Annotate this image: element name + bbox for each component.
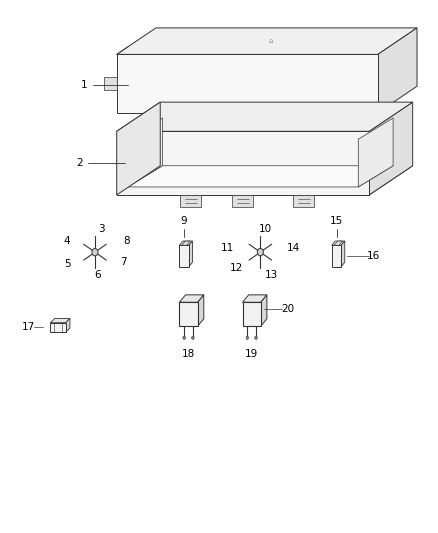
Text: 18: 18 [182,349,195,359]
Circle shape [246,336,249,340]
Polygon shape [378,28,417,113]
Polygon shape [117,166,413,195]
Circle shape [191,336,194,340]
Polygon shape [180,195,201,207]
Polygon shape [180,295,204,302]
Polygon shape [334,241,343,245]
Text: 19: 19 [245,349,258,359]
Polygon shape [332,245,341,266]
Text: 3: 3 [98,224,105,235]
Text: 7: 7 [120,257,127,266]
Polygon shape [180,302,198,326]
Text: 17: 17 [22,322,35,333]
Polygon shape [50,318,70,322]
Text: 6: 6 [94,270,100,280]
Polygon shape [207,103,226,115]
Polygon shape [117,28,417,54]
Polygon shape [50,322,66,332]
Polygon shape [243,295,267,302]
Polygon shape [261,295,267,326]
Text: 15: 15 [330,216,343,227]
Polygon shape [358,118,393,187]
Polygon shape [268,103,287,115]
Polygon shape [127,118,162,187]
Circle shape [257,248,263,256]
Polygon shape [332,241,345,245]
Text: 14: 14 [286,243,300,253]
Text: 20: 20 [281,304,294,314]
Text: 16: 16 [367,251,380,261]
Polygon shape [117,131,369,195]
Text: 13: 13 [265,270,278,280]
Text: 11: 11 [221,243,234,253]
Polygon shape [369,102,413,195]
Polygon shape [182,241,190,245]
Polygon shape [198,295,204,326]
Text: 9: 9 [181,216,187,227]
Polygon shape [293,195,314,207]
Text: 5: 5 [64,259,71,269]
Text: 1: 1 [81,80,88,90]
Circle shape [254,336,257,340]
Text: 2: 2 [76,158,83,168]
Polygon shape [233,195,253,207]
Polygon shape [117,102,413,131]
Polygon shape [180,245,189,266]
Polygon shape [243,302,261,326]
Polygon shape [117,54,378,113]
Text: 4: 4 [64,236,70,246]
Polygon shape [341,241,345,266]
Polygon shape [180,241,192,245]
Polygon shape [117,102,160,195]
Polygon shape [66,318,70,332]
Polygon shape [104,77,117,90]
Circle shape [183,336,185,340]
Text: 10: 10 [259,224,272,235]
Circle shape [92,248,98,256]
Text: 8: 8 [123,236,130,246]
Text: ⌂: ⌂ [269,38,273,44]
Polygon shape [189,241,192,266]
Text: 12: 12 [230,263,243,273]
Polygon shape [127,166,393,187]
